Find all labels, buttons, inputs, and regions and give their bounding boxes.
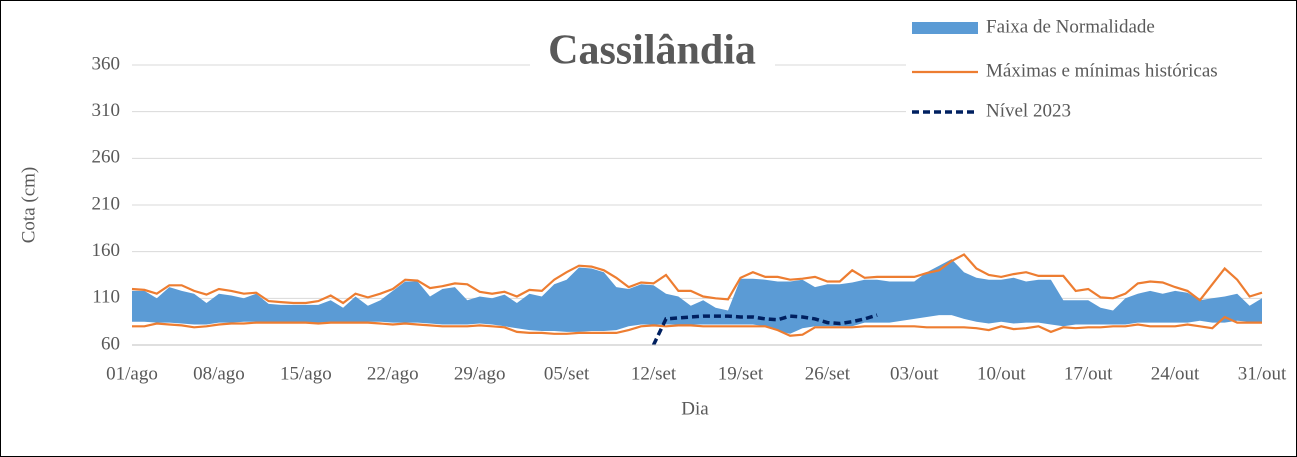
y-tick-label: 310 — [92, 100, 121, 121]
x-tick-label: 29/ago — [454, 363, 506, 384]
y-axis-label: Cota (cm) — [18, 167, 39, 244]
y-tick-label: 160 — [92, 240, 121, 261]
x-tick-label: 01/ago — [106, 363, 158, 384]
x-tick-label: 17/out — [1064, 363, 1113, 384]
legend-swatch — [912, 22, 978, 34]
chart-title: Cassilândia — [548, 28, 756, 74]
y-tick-label: 210 — [92, 193, 121, 214]
x-tick-label: 10/out — [977, 363, 1026, 384]
x-tick-label: 05/set — [544, 363, 590, 384]
y-tick-label: 360 — [92, 53, 121, 74]
min-line — [132, 315, 1262, 337]
x-tick-label: 15/ago — [280, 363, 332, 384]
title-bg — [530, 26, 775, 82]
y-tick-label: 110 — [92, 287, 120, 308]
legend-label: Nível 2023 — [986, 100, 1071, 121]
level-line — [651, 313, 878, 346]
normal-band — [132, 259, 1262, 334]
x-tick-label: 24/out — [1151, 363, 1200, 384]
y-tick-label: 60 — [101, 333, 120, 354]
x-tick-label: 26/set — [805, 363, 851, 384]
x-tick-label: 03/out — [890, 363, 939, 384]
y-tick-label: 260 — [92, 147, 121, 168]
legend-label: Máximas e mínimas históricas — [986, 60, 1218, 81]
x-tick-label: 12/set — [631, 363, 677, 384]
x-tick-label: 22/ago — [367, 363, 419, 384]
max-line — [131, 253, 1263, 305]
x-tick-label: 08/ago — [193, 363, 245, 384]
legend-label: Faixa de Normalidade — [986, 16, 1155, 37]
x-tick-label: 31/out — [1238, 363, 1287, 384]
x-tick-label: 19/set — [718, 363, 764, 384]
x-axis-label: Dia — [681, 398, 709, 419]
